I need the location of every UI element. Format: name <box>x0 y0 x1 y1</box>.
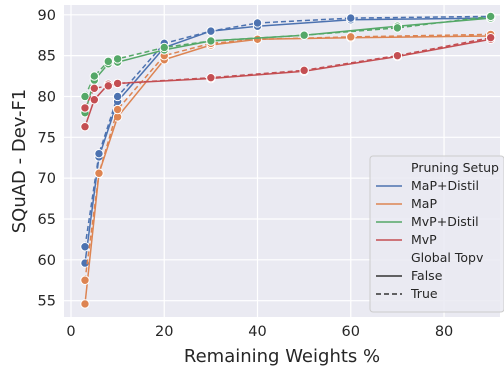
data-point <box>80 275 90 285</box>
x-tick-label: 40 <box>248 324 266 340</box>
data-point <box>112 78 123 89</box>
y-tick-label: 85 <box>38 49 56 65</box>
data-point <box>392 50 403 61</box>
legend-label-map-distil: MaP+Distil <box>411 178 479 193</box>
data-point <box>299 65 309 76</box>
data-point <box>206 72 216 83</box>
x-tick-label: 80 <box>435 324 453 340</box>
series-line <box>84 17 491 264</box>
data-point <box>89 71 100 81</box>
y-tick-label: 65 <box>38 212 56 228</box>
data-point <box>346 13 356 23</box>
x-tick-labels: 0 20 40 60 80 <box>66 324 453 340</box>
legend-box <box>369 155 504 313</box>
data-point <box>206 26 216 36</box>
data-point <box>94 168 104 178</box>
series-line <box>84 15 491 247</box>
data-point <box>80 121 90 132</box>
data-point <box>112 54 123 64</box>
grid <box>64 5 500 317</box>
y-tick-label: 70 <box>38 171 56 187</box>
y-tick-label: 55 <box>38 294 56 310</box>
data-point <box>485 11 496 22</box>
legend: Pruning Setup MaP+Distil MaP MvP+Distil … <box>369 155 504 313</box>
data-point <box>392 23 403 33</box>
data-point <box>346 32 356 42</box>
legend-label-mvp: MvP <box>411 232 437 247</box>
x-tick-label: 60 <box>342 324 360 340</box>
legend-label-false: False <box>411 268 443 283</box>
y-tick-label: 90 <box>38 8 56 24</box>
x-tick-label: 0 <box>66 324 75 340</box>
data-point <box>299 30 309 40</box>
x-tick-label: 20 <box>155 324 173 340</box>
series-mvp-true <box>80 32 496 113</box>
data-point <box>80 91 90 102</box>
data-point <box>159 42 169 53</box>
x-axis-label: Remaining Weights % <box>184 346 380 366</box>
y-tick-label: 75 <box>38 130 56 146</box>
y-tick-label: 60 <box>38 253 56 269</box>
data-point <box>112 104 123 115</box>
data-point <box>89 95 100 105</box>
y-axis-label: SQuAD - Dev-F1 <box>9 89 30 234</box>
data-point <box>485 32 496 43</box>
legend-hue-title: Pruning Setup <box>411 160 499 175</box>
data-point <box>112 91 123 102</box>
legend-label-mvp-distil: MvP+Distil <box>411 214 479 229</box>
series-group <box>80 11 496 309</box>
data-point <box>252 34 263 45</box>
legend-label-map: MaP <box>411 196 437 211</box>
data-point <box>206 36 216 46</box>
y-tick-labels: 55 60 65 70 75 80 85 90 <box>38 8 56 310</box>
data-point <box>80 299 90 309</box>
data-point <box>103 56 113 67</box>
data-point <box>103 81 113 91</box>
legend-style-title: Global Topv <box>411 250 484 265</box>
legend-label-true: True <box>410 286 438 301</box>
series-line <box>84 33 491 281</box>
data-point <box>94 148 104 159</box>
series-mvp-distil-true <box>80 11 496 102</box>
y-tick-label: 80 <box>38 89 56 105</box>
data-point <box>80 103 90 113</box>
data-point <box>89 83 100 94</box>
data-point <box>252 18 263 28</box>
data-point <box>80 242 90 252</box>
